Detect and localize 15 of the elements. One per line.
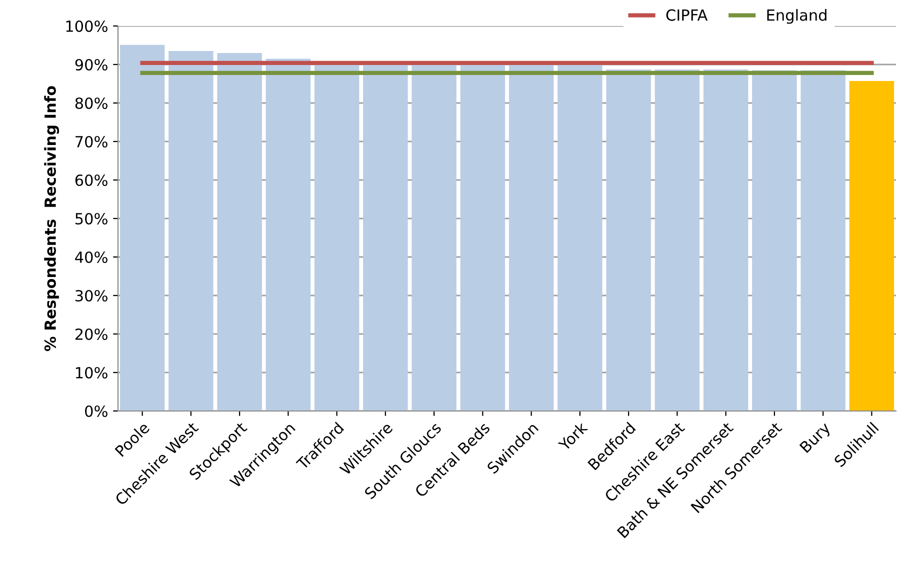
y-tick-label: 50% [76,212,108,225]
y-tick-label: 20% [75,328,108,340]
legend-label: CIPFA [666,9,708,21]
y-tick-label: 40% [75,251,108,264]
y-tick-label: 80% [75,97,108,110]
y-tick-label: 100% [66,20,108,32]
x-tick-label: York [557,420,588,452]
y-tick-label: 70% [76,136,108,148]
y-tick-label: 10% [76,366,108,379]
y-tick-label: 90% [75,58,108,71]
y-tick-label: 30% [75,290,108,302]
legend-label: England [767,9,826,24]
y-axis-title: % Respondents Receiving Info [44,86,60,352]
y-tick-label: 0% [85,405,108,418]
y-tick-label: 60% [75,174,108,186]
